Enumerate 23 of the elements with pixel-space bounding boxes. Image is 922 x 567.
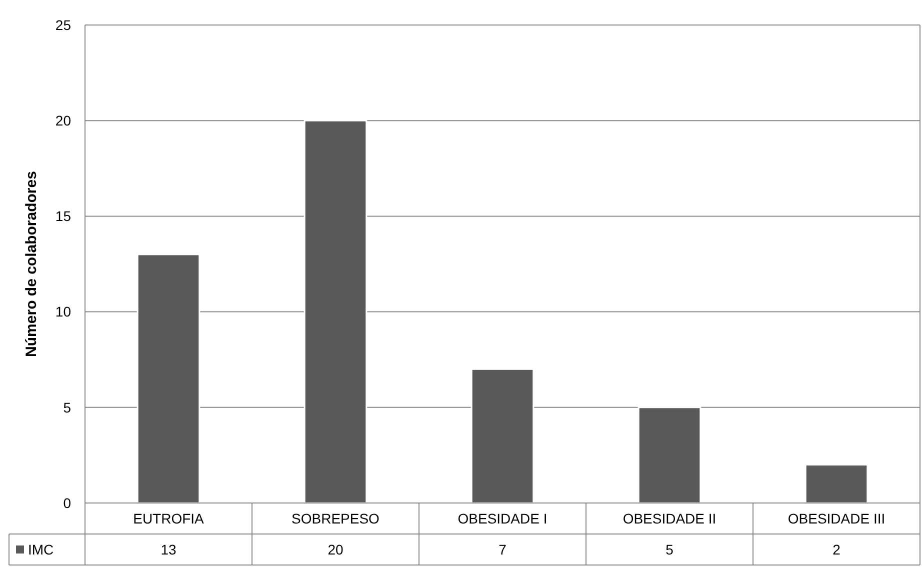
x-tick-label: OBESIDADE II [622,510,716,526]
data-label: 7 [498,541,507,558]
y-tick-label: 0 [63,494,72,511]
y-tick-label: 15 [55,208,72,224]
y-tick-label: 5 [63,399,72,416]
x-tick-label: SOBREPESO [292,510,380,526]
data-label: 5 [666,541,674,558]
data-label: 20 [328,541,344,558]
x-tick-label: OBESIDADE I [458,510,548,526]
data-label: 2 [832,541,841,558]
y-tick-label: 25 [55,16,72,33]
data-label: 13 [160,541,176,558]
y-axis-title: Número de colaboradores [23,171,40,357]
bar [470,368,534,504]
x-tick-label: OBESIDADE III [788,510,886,526]
y-tick-label: 10 [55,304,72,320]
x-tick-label: EUTROFIA [133,510,205,526]
bar [638,406,702,504]
bar [136,254,200,504]
bar [304,120,368,504]
bar [804,464,868,504]
legend-label: IMC [28,541,54,558]
y-tick-label: 20 [55,112,72,128]
